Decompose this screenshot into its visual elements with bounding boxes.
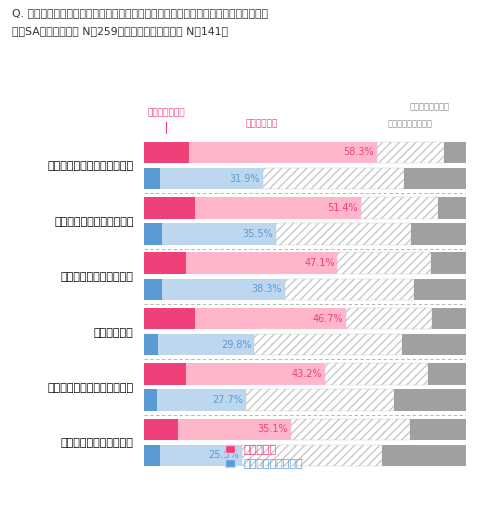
Text: 31.9%: 31.9% [229,173,260,183]
Bar [325,363,428,385]
Bar [144,252,186,274]
Bar [394,390,466,411]
Bar [162,223,276,245]
Bar [195,197,361,218]
Bar [409,419,466,440]
Text: （SA、お風呂好き N＝259、お風呂好きではない N＝141）: （SA、お風呂好き N＝259、お風呂好きではない N＝141） [12,26,228,37]
Text: 全くそう思わない: 全くそう思わない [409,103,449,112]
Bar [291,419,409,440]
Text: あまりそう思わない: あまりそう思わない [388,120,433,129]
Bar [144,197,195,218]
Legend: お風呂好き, お風呂好きではない: お風呂好き, お風呂好きではない [220,440,308,473]
Bar [337,252,431,274]
Bar [144,279,162,300]
Bar [144,363,186,385]
Bar [402,334,466,356]
Bar [432,308,466,329]
Bar [186,363,325,385]
Bar [382,445,466,466]
Text: 35.1%: 35.1% [257,425,288,434]
Bar [144,419,178,440]
Text: 43.2%: 43.2% [291,369,322,379]
Text: 47.1%: 47.1% [304,258,335,268]
Bar [361,197,438,218]
Bar [263,168,404,189]
Text: 38.3%: 38.3% [252,284,282,294]
Bar [404,168,466,189]
Bar [246,390,394,411]
Text: 35.5%: 35.5% [242,229,273,239]
Bar [276,223,411,245]
Bar [195,308,346,329]
Text: 46.7%: 46.7% [312,314,343,323]
Bar [346,308,432,329]
Bar [431,252,466,274]
Bar [158,334,254,356]
Text: 27.7%: 27.7% [213,395,243,405]
Bar [178,419,291,440]
Bar [144,334,158,356]
Text: 58.3%: 58.3% [343,147,374,157]
Bar [144,142,189,163]
Text: 25.5%: 25.5% [209,450,240,461]
Bar [438,197,466,218]
Text: 51.4%: 51.4% [327,203,358,213]
Bar [157,390,246,411]
Bar [186,252,337,274]
Text: ややそう思う: ややそう思う [245,120,277,129]
Bar [144,308,195,329]
Bar [144,445,160,466]
Bar [189,142,376,163]
Text: 29.8%: 29.8% [221,340,252,350]
Bar [254,334,402,356]
Text: Q. あなたが、普段の生活の中で感じていることとして、どの程度あてはまりますか。: Q. あなたが、普段の生活の中で感じていることとして、どの程度あてはまりますか。 [12,8,268,18]
Bar [444,142,466,163]
Bar [160,168,263,189]
Bar [413,279,466,300]
Bar [428,363,466,385]
Bar [144,390,157,411]
Bar [376,142,444,163]
Bar [144,223,162,245]
Text: とてもそう思う: とてもそう思う [148,109,185,118]
Bar [242,445,382,466]
Bar [411,223,466,245]
Bar [162,279,285,300]
Bar [160,445,242,466]
Bar [144,168,160,189]
Bar [285,279,413,300]
